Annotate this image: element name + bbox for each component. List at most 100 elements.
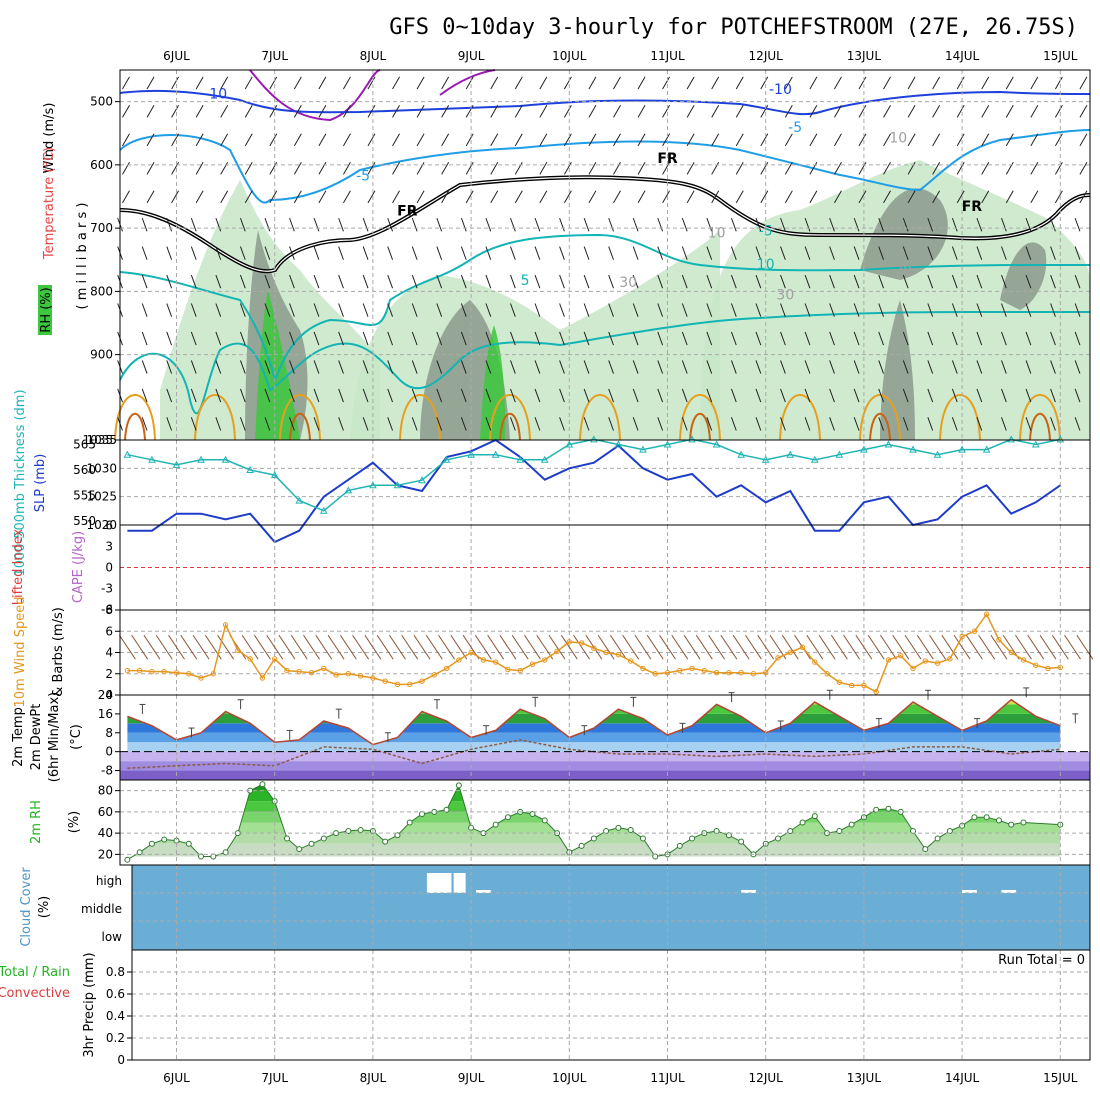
- slp-tick-label: 1025: [86, 490, 117, 504]
- rh2m-marker: [627, 826, 634, 833]
- rh2m-marker: [345, 828, 352, 834]
- wind-barb: [784, 133, 793, 147]
- wind-barb: [711, 190, 720, 204]
- thickness-marker: [614, 440, 623, 448]
- thickness-marker: [590, 435, 598, 443]
- wind-barb: [141, 388, 148, 403]
- wind10m-marker: [738, 669, 744, 676]
- thickness-marker: [148, 455, 156, 463]
- wind-barb: [559, 303, 565, 317]
- wind-barb: [1001, 388, 1007, 403]
- wind-barb: [289, 246, 295, 260]
- surface-wind-barb: [634, 634, 652, 660]
- wind-barb: [539, 190, 548, 204]
- wind-barb: [878, 303, 885, 317]
- wind-barb: [706, 303, 713, 317]
- wind-barb: [657, 274, 664, 289]
- wind-barb: [362, 417, 369, 431]
- wind-barb: [583, 331, 590, 346]
- wind-barb: [190, 388, 197, 403]
- rh2m-marker: [406, 819, 413, 826]
- contour-label: FR: [962, 199, 983, 215]
- wind10m-marker: [419, 678, 425, 684]
- wind-barb: [976, 417, 983, 431]
- surface-wind-barb: [892, 634, 910, 660]
- wind10m-marker: [1045, 665, 1051, 672]
- warm-isotherm-loop: [114, 394, 156, 441]
- wind-barb: [853, 388, 860, 403]
- wind-barb: [588, 133, 597, 147]
- wind-barb: [780, 274, 786, 289]
- wind-barb: [269, 190, 278, 204]
- wind-barb: [362, 274, 369, 289]
- wind-barb: [637, 190, 646, 204]
- wind-barb: [220, 105, 229, 118]
- rh2m-marker: [848, 821, 855, 828]
- wind-barb: [858, 133, 867, 147]
- rh2m-marker: [836, 828, 843, 834]
- wind-barb: [1001, 417, 1007, 431]
- wind-barb: [166, 331, 173, 346]
- y-tick-label: 0: [117, 1053, 125, 1067]
- rh2m-marker: [578, 842, 585, 849]
- wind-barb: [1079, 133, 1088, 147]
- wind-barb: [220, 190, 229, 204]
- surface-wind-barb: [659, 634, 676, 660]
- wind-barb: [780, 331, 786, 346]
- wind10m-marker: [787, 649, 793, 656]
- wind-barb: [976, 303, 983, 317]
- wind-barb: [534, 217, 541, 232]
- surface-wind-barb: [438, 634, 455, 660]
- surface-wind-barb: [401, 634, 419, 660]
- wind-barb: [927, 274, 934, 289]
- wind-barb: [239, 417, 246, 431]
- high-cloud-gap: [476, 890, 491, 893]
- wind-barb: [829, 246, 835, 260]
- rh2m-marker: [922, 846, 929, 853]
- bottom-day-label: 7JUL: [261, 1071, 288, 1085]
- wind10m-marker: [996, 637, 1002, 643]
- wind-barb: [951, 303, 958, 317]
- wind-barb: [441, 76, 450, 90]
- thickness-marker: [418, 476, 426, 484]
- wind-barb: [392, 76, 400, 90]
- rh2m-marker: [615, 824, 622, 831]
- wind-barb: [195, 190, 204, 204]
- surface-wind-barb: [131, 634, 149, 660]
- wind-barb: [657, 360, 664, 374]
- rh2m-axis-label: 2m RH: [29, 800, 44, 844]
- wind-barb: [834, 190, 842, 204]
- wind-barb: [829, 360, 835, 374]
- rh2m-marker: [639, 835, 646, 842]
- surface-wind-barb: [855, 634, 873, 660]
- wind-barb: [411, 274, 418, 289]
- wind-barb: [485, 388, 492, 403]
- thickness-marker: [319, 506, 328, 514]
- thickness-marker: [663, 440, 672, 448]
- wind-barb: [681, 331, 688, 346]
- thickness-marker: [909, 445, 917, 453]
- wind-barb: [902, 331, 909, 346]
- wind-barb: [215, 417, 222, 431]
- thickness-marker: [565, 440, 574, 448]
- thickness-marker: [737, 450, 745, 458]
- wind-barb: [686, 190, 695, 204]
- wind-barb: [460, 331, 467, 346]
- warm-isotherm-loop: [279, 394, 321, 441]
- wind-barb: [804, 303, 811, 317]
- wind-barb: [387, 331, 394, 346]
- wind10m-marker: [910, 665, 916, 672]
- slp-tick-label: 1035: [86, 433, 117, 447]
- top-day-label: 14JUL: [945, 49, 980, 63]
- wind-barb: [195, 133, 204, 147]
- surface-wind-barb: [487, 634, 505, 660]
- rh2m-unit-label: (%): [67, 811, 82, 834]
- surface-wind-barb: [929, 634, 946, 660]
- thickness-marker: [393, 481, 402, 489]
- rh-band: [127, 843, 1061, 857]
- wind-barb: [1074, 246, 1081, 260]
- isotherm-contour: [439, 69, 496, 96]
- wind-barb: [760, 105, 769, 118]
- contour-label: 30: [619, 275, 637, 291]
- wind-barb: [829, 331, 835, 346]
